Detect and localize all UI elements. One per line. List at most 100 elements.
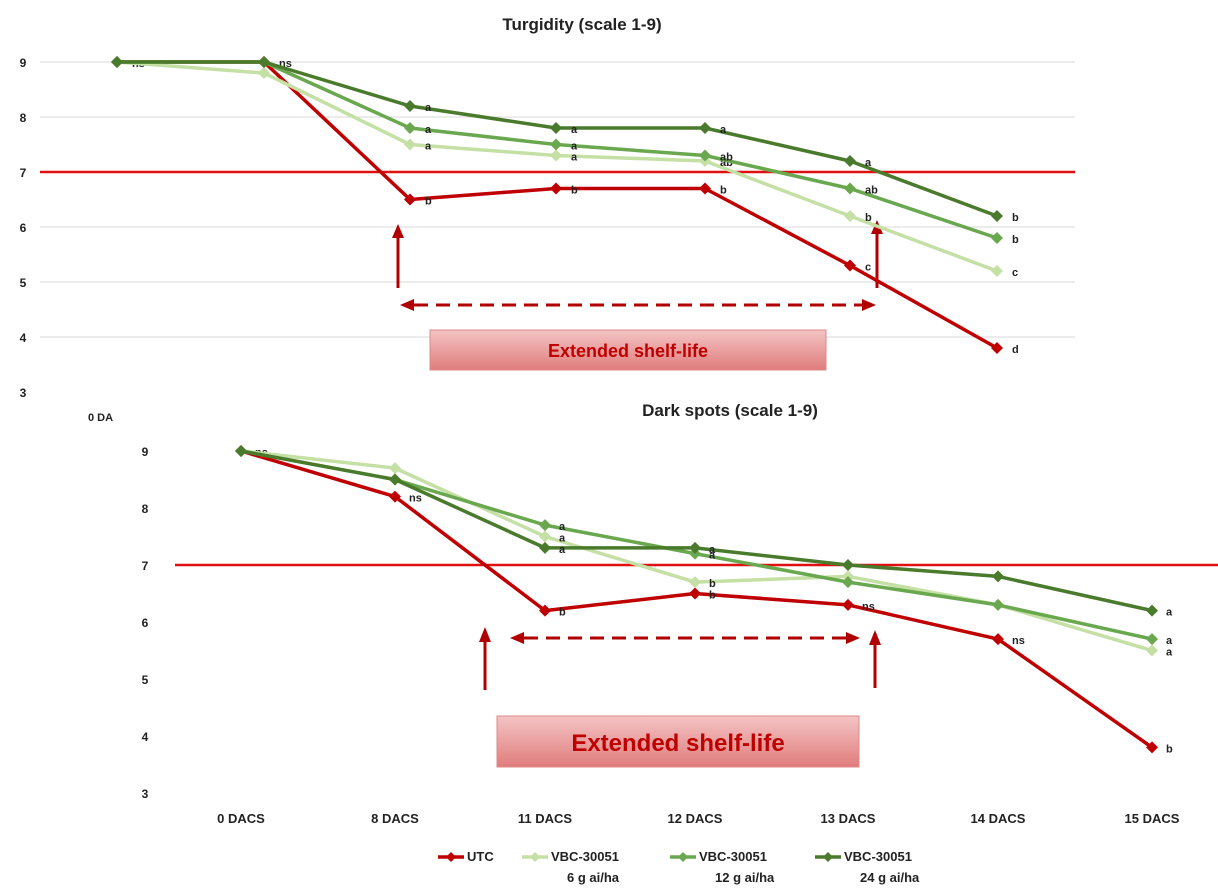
dark-spots-data-label: a xyxy=(559,544,566,556)
dark-spots-x-ticks: 0 DACS 8 DACS 11 DACS 12 DACS 13 DACS 14 DACS… xyxy=(217,811,1180,826)
turgidity-gridlines xyxy=(40,61,1075,338)
turgidity-y-tick-label: 5 xyxy=(20,276,27,290)
dark-spots-point-g24 xyxy=(539,541,551,554)
legend-item-utc: UTC xyxy=(438,849,494,864)
dark-spots-x-tick-label: 8 DACS xyxy=(371,811,419,826)
dark-spots-point-g24 xyxy=(1146,604,1158,617)
turgidity-point-g12 xyxy=(699,149,711,162)
legend-item-g6: VBC-30051 6 g ai/ha xyxy=(522,849,620,885)
dark-spots-y-tick-label: 4 xyxy=(142,730,149,744)
dark-spots-arrow-left xyxy=(479,627,491,690)
turgidity-arrow-left xyxy=(392,224,404,288)
turgidity-point-g12 xyxy=(550,138,562,151)
dark-spots-data-label: b xyxy=(559,607,566,619)
turgidity-data-label: b xyxy=(1012,234,1019,246)
turgidity-y-tick-label: 4 xyxy=(20,331,27,345)
dark-spots-point-utc xyxy=(992,633,1004,646)
dark-spots-data-label: a xyxy=(559,521,566,533)
dark-spots-title: Dark spots (scale 1-9) xyxy=(642,401,818,420)
dark-spots-point-utc xyxy=(539,604,551,617)
dark-spots-dashed-range-arrow xyxy=(510,632,860,644)
dark-spots-point-g6 xyxy=(389,462,401,475)
dark-spots-data-label: ns xyxy=(1012,635,1025,647)
dark-spots-data-label: a xyxy=(709,544,716,556)
turgidity-y-tick-label: 9 xyxy=(20,56,27,70)
dark-spots-point-g24 xyxy=(689,541,701,554)
dark-spots-point-g24 xyxy=(842,559,854,571)
dark-spots-chart: 3 4 5 6 7 8 9 0 DACS 8 DACS 11 DACS 12 DACS 13 DAC… xyxy=(142,401,1218,826)
dark-spots-point-utc xyxy=(689,587,701,600)
dark-spots-point-g12 xyxy=(992,598,1004,611)
turgidity-data-label: b xyxy=(425,196,432,208)
dark-spots-point-utc xyxy=(842,598,854,611)
dark-spots-data-label: b xyxy=(709,590,716,602)
turgidity-title: Turgidity (scale 1-9) xyxy=(502,15,661,34)
dark-spots-point-g24 xyxy=(992,570,1004,583)
turgidity-chart: 3 4 5 6 7 8 9 Turgidity (scale 1-9) 0 DA Exten… xyxy=(20,15,1075,424)
turgidity-dashed-range-arrow xyxy=(400,299,876,311)
dark-spots-y-tick-label: 6 xyxy=(142,616,149,630)
dark-spots-arrow-right xyxy=(869,630,881,688)
turgidity-point-g24 xyxy=(404,100,416,112)
dark-spots-y-tick-label: 3 xyxy=(142,787,149,801)
dark-spots-data-label: ns xyxy=(409,493,422,505)
legend-swatch-marker xyxy=(823,852,833,862)
turgidity-data-label: ab xyxy=(865,185,878,197)
turgidity-y-ticks: 3 4 5 6 7 8 9 xyxy=(20,56,27,400)
turgidity-data-label: a xyxy=(425,141,432,153)
turgidity-extended-shelf-life-box: Extended shelf-life xyxy=(429,329,827,371)
dark-spots-data-label: a xyxy=(1166,647,1173,659)
turgidity-point-g24 xyxy=(258,56,270,68)
turgidity-point-g12 xyxy=(844,182,856,195)
dark-spots-y-tick-label: 9 xyxy=(142,445,149,459)
legend-label: VBC-30051 xyxy=(699,849,767,864)
legend-label: UTC xyxy=(467,849,494,864)
turgidity-point-utc xyxy=(404,193,416,206)
dark-spots-point-g24 xyxy=(235,445,247,457)
legend-item-g12: VBC-30051 12 g ai/ha xyxy=(670,849,775,885)
dark-spots-extended-shelf-life-box: Extended shelf-life xyxy=(496,715,860,768)
dark-spots-y-ticks: 3 4 5 6 7 8 9 xyxy=(142,445,149,801)
turgidity-data-label: c xyxy=(865,262,871,274)
turgidity-data-label: a xyxy=(571,141,578,153)
legend-label: VBC-30051 xyxy=(844,849,912,864)
dark-spots-extended-shelf-life-label: Extended shelf-life xyxy=(571,730,784,757)
turgidity-extended-shelf-life-label: Extended shelf-life xyxy=(548,341,708,361)
turgidity-y-tick-label: 6 xyxy=(20,221,27,235)
dark-spots-x-tick-label: 0 DACS xyxy=(217,811,265,826)
dark-spots-x-tick-label: 14 DACS xyxy=(971,811,1026,826)
turgidity-data-label: a xyxy=(425,124,432,136)
turgidity-point-g24 xyxy=(991,210,1003,222)
turgidity-point-g6 xyxy=(844,210,856,222)
dark-spots-point-g6 xyxy=(689,576,701,589)
dark-spots-data-label: a xyxy=(559,533,566,545)
turgidity-point-g6 xyxy=(991,265,1003,277)
dark-spots-data-label: a xyxy=(1166,607,1173,619)
turgidity-point-g6 xyxy=(550,149,562,162)
turgidity-data-label: a xyxy=(571,124,578,136)
dark-spots-x-tick-label: 15 DACS xyxy=(1125,811,1180,826)
dark-spots-series-g24: a aa xyxy=(235,445,1173,619)
turgidity-data-label: a xyxy=(425,102,432,114)
legend: UTC VBC-30051 6 g ai/ha VBC-30051 12 g ai/ha… xyxy=(438,849,920,885)
dark-spots-data-label: b xyxy=(1166,743,1173,755)
legend-label-sub: 24 g ai/ha xyxy=(860,870,920,885)
turgidity-point-g12 xyxy=(404,122,416,134)
turgidity-data-label: b xyxy=(571,185,578,197)
legend-item-g24: VBC-30051 24 g ai/ha xyxy=(815,849,920,885)
dark-spots-point-g12 xyxy=(842,576,854,589)
turgidity-point-g24 xyxy=(699,122,711,134)
turgidity-data-label: a xyxy=(865,157,872,169)
dark-spots-data-label: a xyxy=(1166,635,1173,647)
turgidity-point-g24 xyxy=(844,155,856,167)
turgidity-point-g24 xyxy=(550,122,562,134)
turgidity-data-label: ab xyxy=(720,152,733,164)
legend-label-sub: 12 g ai/ha xyxy=(715,870,775,885)
